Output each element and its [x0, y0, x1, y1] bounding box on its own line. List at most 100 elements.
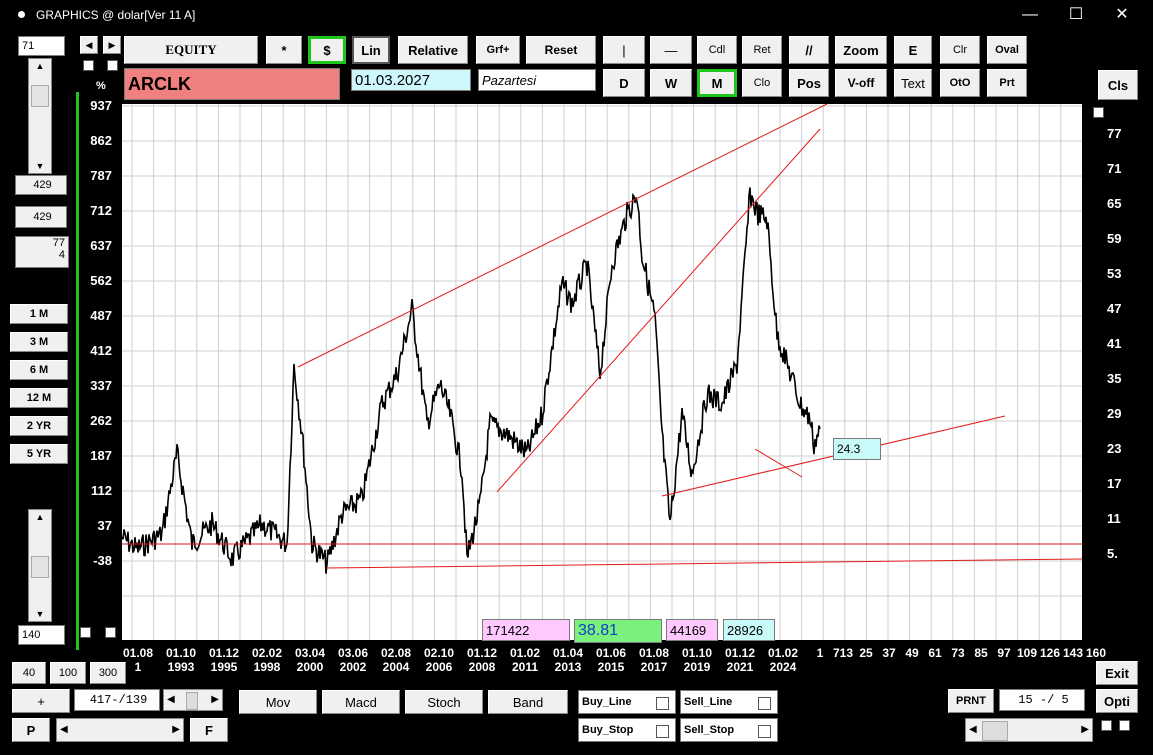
bottom-right-thumb[interactable]: [982, 721, 1008, 741]
buy-stop-checkbox[interactable]: [656, 725, 669, 738]
star-button[interactable]: *: [266, 36, 302, 64]
p-button[interactable]: P: [12, 718, 50, 742]
band-button[interactable]: Band: [488, 690, 568, 714]
ratio-field[interactable]: 15 -/ 5: [999, 689, 1085, 711]
lower-checkbox-2[interactable]: [105, 627, 116, 638]
daily-button[interactable]: D: [603, 69, 645, 97]
lower-scroll-up-icon[interactable]: ▲: [35, 512, 45, 522]
date-field[interactable]: 01.03.2027: [351, 69, 471, 91]
dollar-button[interactable]: $: [308, 36, 346, 64]
period-5yr-button[interactable]: 5 YR: [10, 444, 68, 464]
zoom-scrollbar[interactable]: ▲ ▼: [28, 58, 52, 174]
right-arrow-button[interactable]: ▶: [103, 36, 121, 54]
grf-plus-button[interactable]: Grf+: [476, 36, 520, 64]
exit-button[interactable]: Exit: [1096, 661, 1138, 685]
sell-stop-toggle[interactable]: Sell_Stop: [680, 718, 778, 742]
relative-button[interactable]: Relative: [398, 36, 468, 64]
clo-button[interactable]: Clo: [742, 69, 782, 97]
range-thumb[interactable]: [186, 692, 198, 710]
cdl-button[interactable]: Cdl: [697, 36, 737, 64]
oval-button[interactable]: Oval: [987, 36, 1027, 64]
lower-checkbox-1[interactable]: [80, 627, 91, 638]
horizontal-line-button[interactable]: —: [650, 36, 692, 64]
pos-button[interactable]: Pos: [789, 69, 829, 97]
minimize-button[interactable]: —: [1022, 6, 1038, 23]
cls-button[interactable]: Cls: [1098, 70, 1138, 100]
buy-line-checkbox[interactable]: [656, 697, 669, 710]
monthly-button[interactable]: M: [697, 69, 737, 97]
plus-button[interactable]: +: [12, 689, 70, 713]
bottom-right-scrollbar[interactable]: ◀ ▶: [965, 718, 1093, 742]
top-value-field[interactable]: 71: [18, 36, 65, 56]
f-button[interactable]: F: [190, 718, 228, 742]
lin-button[interactable]: Lin: [352, 36, 390, 64]
bottom-trend-line: [325, 558, 1083, 569]
e-button[interactable]: E: [894, 36, 932, 64]
range-40-button[interactable]: 40: [12, 662, 46, 684]
bottom-checkbox-2[interactable]: [1119, 720, 1130, 731]
lower-scrollbar[interactable]: ▲ ▼: [28, 509, 52, 622]
opti-button[interactable]: Opti: [1096, 689, 1138, 713]
price-chart[interactable]: [121, 103, 1083, 640]
period-1m-button[interactable]: 1 M: [10, 304, 68, 324]
period-3m-button[interactable]: 3 M: [10, 332, 68, 352]
day-field: Pazartesi: [478, 69, 596, 91]
macd-button[interactable]: Macd: [322, 690, 400, 714]
range-field[interactable]: 417-/139: [74, 689, 160, 711]
x-axis-tick: 01.02 2024: [763, 646, 803, 674]
period-6m-button[interactable]: 6 M: [10, 360, 68, 380]
bottom-value-field[interactable]: 140: [18, 625, 65, 645]
reset-button[interactable]: Reset: [526, 36, 596, 64]
bottom-checkbox-1[interactable]: [1101, 720, 1112, 731]
scroll-thumb[interactable]: [31, 85, 49, 107]
text-button[interactable]: Text: [894, 69, 932, 97]
vertical-line-button[interactable]: |: [603, 36, 645, 64]
bottom-right-right-icon[interactable]: ▶: [1081, 724, 1089, 735]
mov-button[interactable]: Mov: [239, 690, 317, 714]
maximize-button[interactable]: ☐: [1068, 6, 1084, 23]
scroll-down-icon[interactable]: ▼: [35, 161, 45, 171]
range-scrollbar[interactable]: ◀ ▶: [163, 689, 223, 711]
weekly-button[interactable]: W: [650, 69, 692, 97]
zoom-button[interactable]: Zoom: [835, 36, 887, 64]
range-right-icon[interactable]: ▶: [211, 694, 219, 705]
p-left-icon[interactable]: ◀: [60, 724, 68, 735]
range-left-icon[interactable]: ◀: [167, 694, 175, 705]
right-checkbox[interactable]: [1093, 107, 1104, 118]
sell-line-checkbox[interactable]: [758, 697, 771, 710]
period-12m-button[interactable]: 12 M: [10, 388, 68, 408]
p-right-icon[interactable]: ▶: [172, 724, 180, 735]
lower-scroll-down-icon[interactable]: ▼: [35, 609, 45, 619]
right-axis-tick: 47: [1107, 301, 1122, 316]
left-checkbox-1[interactable]: [83, 60, 94, 71]
x-axis-tick: 01.04 2013: [548, 646, 588, 674]
oto-button[interactable]: OtO: [940, 69, 980, 97]
lower-scroll-thumb[interactable]: [31, 556, 49, 578]
v-off-button[interactable]: V-off: [835, 69, 887, 97]
bottom-right-left-icon[interactable]: ◀: [969, 724, 977, 735]
buy-line-toggle[interactable]: Buy_Line: [578, 690, 676, 714]
parallel-lines-button[interactable]: //: [789, 36, 829, 64]
sell-stop-checkbox[interactable]: [758, 725, 771, 738]
scroll-up-icon[interactable]: ▲: [35, 61, 45, 71]
range-100-button[interactable]: 100: [50, 662, 86, 684]
equity-button[interactable]: EQUITY: [124, 36, 258, 64]
p-scrollbar[interactable]: ◀ ▶: [56, 718, 184, 742]
chart-area[interactable]: [121, 103, 1083, 640]
range-300-button[interactable]: 300: [90, 662, 126, 684]
symbol-field[interactable]: ARCLK: [124, 68, 340, 100]
x-tick-year: 2011: [511, 660, 539, 674]
left-checkbox-2[interactable]: [107, 60, 118, 71]
period-2yr-button[interactable]: 2 YR: [10, 416, 68, 436]
left-axis-tick: 787: [90, 168, 112, 183]
x-tick-year: 2006: [425, 660, 453, 674]
ret-button[interactable]: Ret: [742, 36, 782, 64]
clr-button[interactable]: Clr: [940, 36, 980, 64]
prt-button[interactable]: Prt: [987, 69, 1027, 97]
prnt-button[interactable]: PRNT: [948, 689, 994, 713]
buy-stop-toggle[interactable]: Buy_Stop: [578, 718, 676, 742]
sell-line-toggle[interactable]: Sell_Line: [680, 690, 778, 714]
close-button[interactable]: ✕: [1115, 6, 1129, 23]
left-arrow-button[interactable]: ◀: [80, 36, 98, 54]
stoch-button[interactable]: Stoch: [405, 690, 483, 714]
